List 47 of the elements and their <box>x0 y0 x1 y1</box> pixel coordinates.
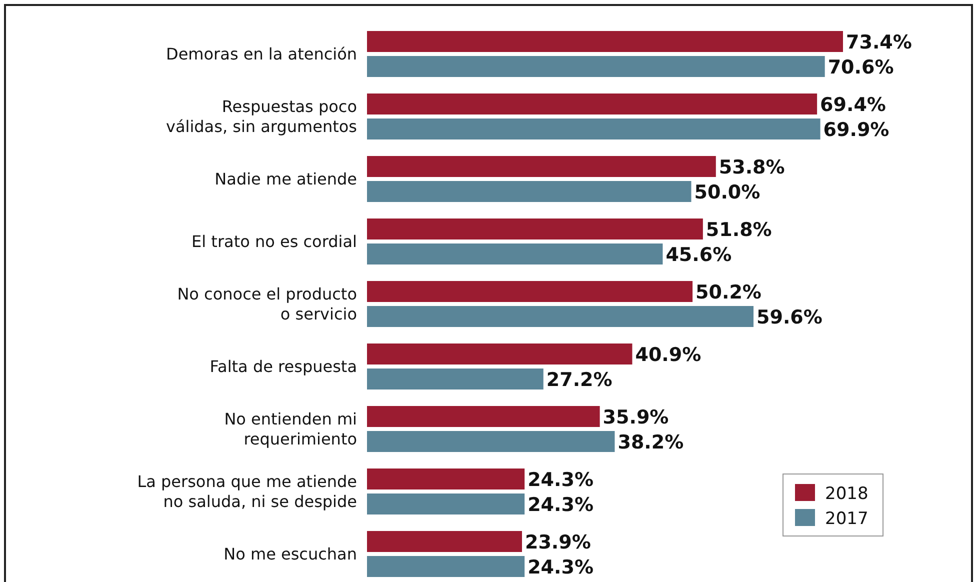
bar <box>367 94 818 114</box>
bar <box>367 556 525 577</box>
bar <box>367 118 820 140</box>
bar <box>367 368 544 390</box>
data-label: 51.8% <box>706 218 772 241</box>
bar <box>367 56 825 77</box>
data-label: 50.0% <box>694 181 760 204</box>
bar <box>367 281 693 302</box>
bar <box>367 468 525 490</box>
data-label: 35.9% <box>602 406 669 428</box>
bar <box>367 406 600 427</box>
y-tick-label: Nadie me atiende <box>214 170 357 189</box>
y-tick-label: No me escuchan <box>224 544 357 564</box>
data-label: 23.9% <box>524 531 591 554</box>
bar <box>367 244 663 264</box>
legend-label: 2017 <box>825 508 868 529</box>
data-label: 69.9% <box>823 118 890 141</box>
data-label: 73.4% <box>846 31 912 54</box>
y-tick-label: Respuestas poco válidas, sin argumentos <box>166 97 357 136</box>
data-label: 40.9% <box>635 344 702 366</box>
bar <box>367 494 525 514</box>
legend-label: 2018 <box>825 484 868 504</box>
data-label: 50.2% <box>696 281 762 304</box>
y-tick-label: La persona que me atiende no saluda, ni se despide <box>137 472 357 512</box>
data-label: 70.6% <box>828 56 894 78</box>
y-tick-label: El trato no es cordial <box>192 232 357 252</box>
y-tick-label: Demoras en la atención <box>166 44 357 64</box>
data-label: 69.4% <box>820 94 886 116</box>
bar <box>367 344 632 364</box>
data-label: 59.6% <box>756 306 822 328</box>
bar <box>367 218 703 240</box>
data-label: 38.2% <box>618 431 684 454</box>
bar <box>367 156 716 177</box>
data-label: 24.3% <box>528 468 594 491</box>
data-label: 53.8% <box>718 156 785 178</box>
bar <box>367 431 615 452</box>
data-label: 24.3% <box>528 494 594 516</box>
data-label: 24.3% <box>528 556 594 578</box>
bar <box>367 531 522 552</box>
data-label: 27.2% <box>546 368 612 391</box>
data-label: 45.6% <box>666 244 732 266</box>
y-tick-label: No conoce el producto o servicio <box>177 284 357 324</box>
bar <box>367 31 843 52</box>
bar <box>367 306 754 327</box>
y-tick-label: Falta de respuesta <box>210 357 357 376</box>
bar <box>367 181 692 202</box>
y-tick-label: No entienden mi requerimiento <box>224 410 357 449</box>
